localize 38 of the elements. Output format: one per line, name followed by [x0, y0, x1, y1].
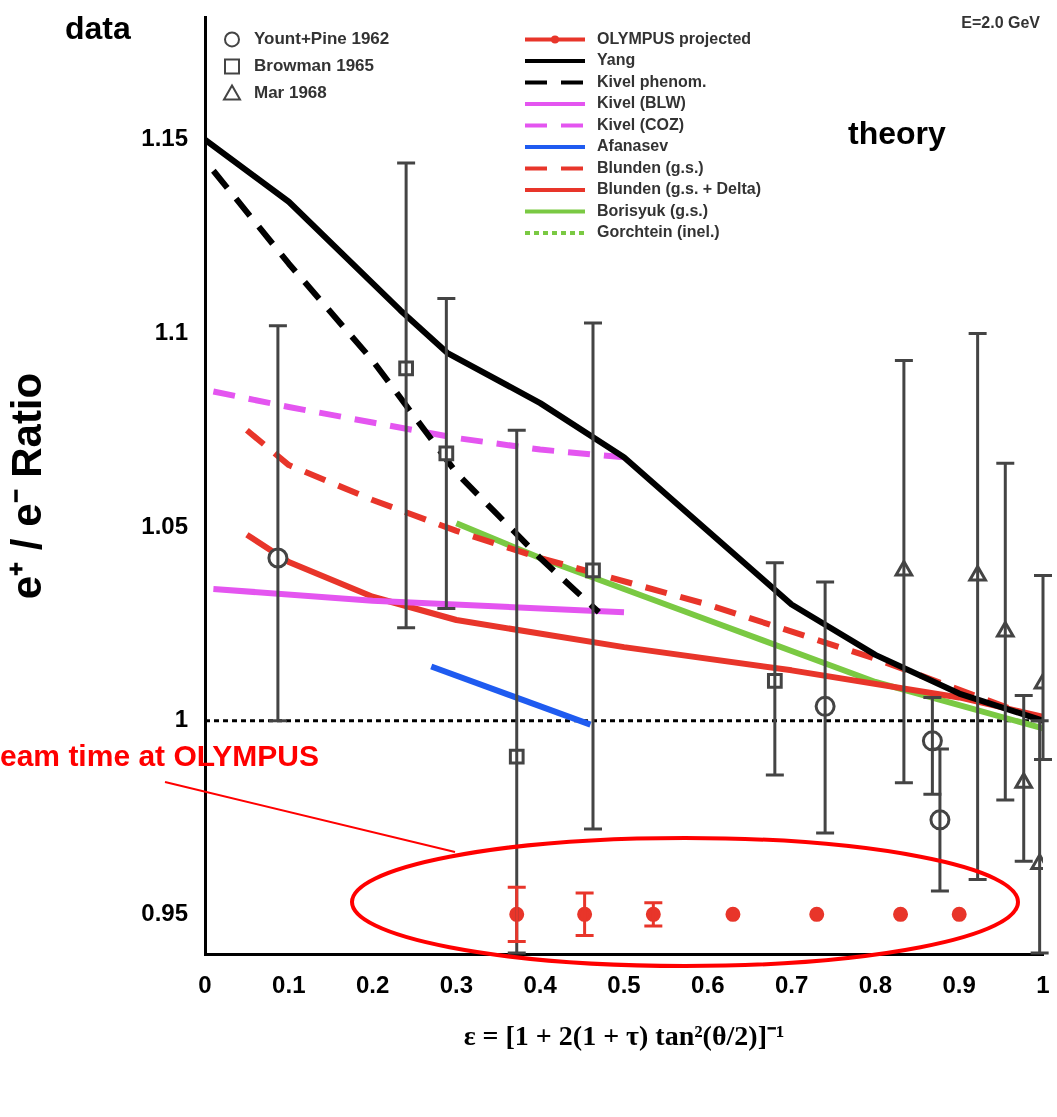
legend-label: Yang	[597, 51, 636, 69]
x-tick-label: 0.2	[355, 970, 390, 998]
legend-label: Blunden (g.s. + Delta)	[597, 180, 762, 198]
legend-label: Yount+Pine 1962	[254, 29, 390, 49]
point	[725, 906, 741, 922]
y-tick-label: 1.1	[154, 318, 188, 346]
x-tick-label: 0.5	[607, 970, 641, 998]
x-tick-label: 0.7	[774, 970, 809, 998]
x-tick-label: 0.3	[439, 970, 474, 998]
point	[893, 906, 909, 922]
annotation: theory	[848, 114, 946, 151]
x-axis-title: ε = [1 + 2(1 + τ) tan²(θ/2)]⁻¹	[463, 1020, 785, 1052]
x-tick-label: 0.6	[691, 970, 725, 998]
legend-label: Kivel (BLW)	[597, 94, 686, 112]
y-axis-title: e⁺ / e⁻ Ratio	[2, 372, 50, 600]
x-tick-label: 0.9	[942, 970, 976, 998]
legend-label: Gorchtein (inel.)	[597, 223, 720, 241]
x-tick-label: 0	[198, 970, 212, 998]
y-tick-label: 1	[174, 705, 188, 733]
point	[951, 906, 967, 922]
y-tick-label: 1.05	[141, 511, 188, 539]
legend-label: Borisyuk (g.s.)	[597, 201, 709, 219]
legend-label: Blunden (g.s.)	[597, 158, 704, 176]
x-tick-label: 0.4	[523, 970, 558, 998]
legend-label: Mar 1968	[254, 83, 327, 103]
legend-label: OLYMPUS projected	[597, 29, 752, 47]
legend-label: Afanasev	[597, 137, 669, 155]
point	[809, 906, 825, 922]
x-tick-label: 0.1	[272, 970, 306, 998]
x-tick-label: 0.8	[858, 970, 893, 998]
legend-label: Browman 1965	[254, 56, 374, 76]
x-tick-label: 1	[1036, 970, 1050, 998]
annotation: E=2.0 GeV	[961, 14, 1041, 32]
text: data	[65, 9, 131, 46]
y-tick-label: 1.15	[141, 124, 188, 152]
y-tick-label: 0.95	[141, 898, 188, 926]
legend-label: Kivel (COZ)	[597, 115, 685, 133]
legend-label: Kivel phenom.	[597, 72, 707, 90]
